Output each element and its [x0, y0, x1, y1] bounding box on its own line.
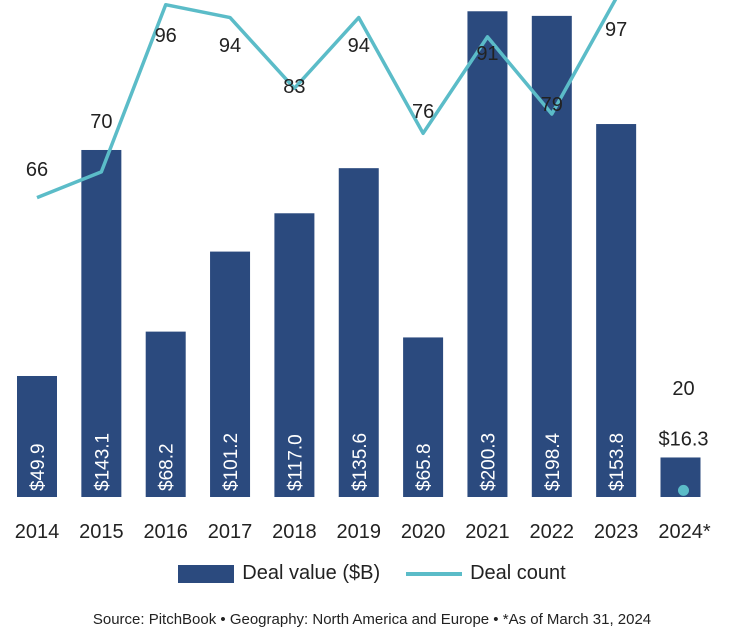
x-tick-2018: 2018 [272, 521, 317, 543]
count-label-2017: 94 [219, 35, 241, 57]
bar-label-2021: $200.3 [478, 433, 499, 491]
bar-label-2016: $68.2 [157, 443, 178, 491]
x-tick-2016: 2016 [143, 521, 188, 543]
bar-label-2014: $49.9 [28, 443, 49, 491]
x-tick-2017: 2017 [208, 521, 253, 543]
bar-2021 [467, 11, 508, 498]
count-label-2022: 79 [541, 94, 563, 116]
count-label-2015: 70 [90, 111, 112, 133]
bar-label-2017: $101.2 [221, 433, 242, 491]
x-tick-2024: 2024* [658, 521, 710, 543]
bar-label-2022: $198.4 [543, 432, 564, 491]
bar-2019 [338, 168, 379, 498]
bar-label-2020: $65.8 [414, 443, 435, 491]
x-tick-2021: 2021 [465, 521, 510, 543]
bar-2020 [403, 337, 444, 497]
x-tick-2022: 2022 [530, 521, 575, 543]
legend-item-deal-count: Deal count [406, 562, 566, 585]
legend-label-deal-count: Deal count [470, 562, 566, 584]
legend-swatch-bar [178, 564, 235, 583]
x-tick-2023: 2023 [594, 521, 639, 543]
legend: Deal value ($B) Deal count [0, 562, 744, 585]
count-label-2014: 66 [26, 159, 48, 181]
count-label-2020: 76 [412, 101, 434, 123]
count-label-2019: 94 [348, 35, 370, 57]
count-label-2021: 91 [476, 43, 498, 65]
bar-2023 [596, 124, 637, 497]
bar-label-2023: $153.8 [607, 433, 628, 491]
count-label-2016: 96 [155, 25, 177, 47]
bar-2015 [81, 149, 122, 498]
x-tick-2020: 2020 [401, 521, 446, 543]
bar-label-2019: $135.6 [350, 433, 371, 491]
bar-2014 [17, 375, 57, 497]
chart: $49.9 $143.1 $68.2 $101.2 $117.0 $135.6 $65.8 $… [15, 0, 711, 543]
bar-2018 [274, 213, 315, 497]
legend-label-deal-value: Deal value ($B) [242, 562, 381, 584]
deal-count-line [36, 0, 618, 200]
count-label-2024: 20 [672, 378, 694, 400]
x-tick-2014: 2014 [15, 521, 60, 543]
x-tick-2015: 2015 [79, 521, 124, 543]
bar-label-2024: $16.3 [658, 428, 708, 450]
bar-2017 [210, 251, 251, 497]
count-label-2023: 97 [605, 19, 627, 41]
count-label-2018: 83 [283, 76, 305, 98]
bar-2016 [145, 331, 186, 497]
legend-item-deal-value: Deal value ($B) [178, 562, 380, 585]
source-note: Source: PitchBook • Geography: North Ame… [92, 611, 652, 628]
legend-swatch-line [406, 571, 463, 576]
x-tick-2019: 2019 [337, 521, 382, 543]
bar-label-2018: $117.0 [285, 434, 306, 491]
bar-label-2015: $143.1 [92, 433, 113, 491]
line-point-2024 [678, 484, 689, 496]
